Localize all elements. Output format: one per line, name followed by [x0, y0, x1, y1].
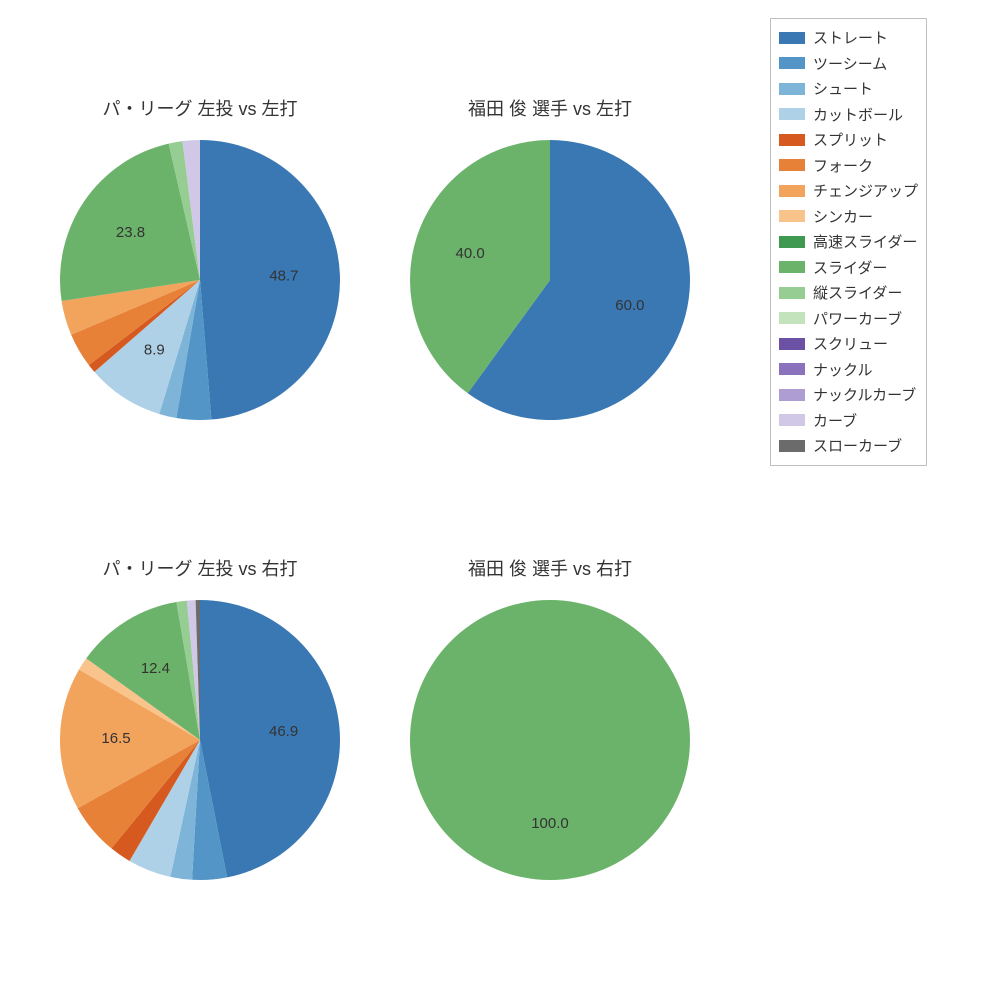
legend-swatch: [779, 159, 805, 171]
legend-item: パワーカーブ: [779, 306, 918, 332]
legend-item: 縦スライダー: [779, 280, 918, 306]
legend-swatch: [779, 312, 805, 324]
legend-label: フォーク: [813, 155, 873, 176]
legend-item: フォーク: [779, 153, 918, 179]
legend-swatch: [779, 108, 805, 120]
legend-item: シンカー: [779, 204, 918, 230]
pie-slice-label: 46.9: [269, 723, 298, 740]
chart-title-bottom-right: 福田 俊 選手 vs 右打: [410, 555, 690, 581]
legend-swatch: [779, 185, 805, 197]
legend-swatch: [779, 363, 805, 375]
legend-label: カットボール: [813, 104, 903, 125]
legend-item: スローカーブ: [779, 433, 918, 459]
legend-swatch: [779, 236, 805, 248]
legend-swatch: [779, 440, 805, 452]
legend-label: ツーシーム: [813, 53, 887, 74]
pie-top-left: 48.7 8.9 23.8: [60, 140, 340, 420]
pie-top-right: 60.0 40.0: [410, 140, 690, 420]
pie-slice-label: 23.8: [116, 224, 145, 241]
legend-item: チェンジアップ: [779, 178, 918, 204]
pie-slice-label: 100.0: [531, 815, 569, 832]
legend-swatch: [779, 414, 805, 426]
legend-label: スクリュー: [813, 333, 888, 354]
legend: ストレートツーシームシュートカットボールスプリットフォークチェンジアップシンカー…: [770, 18, 927, 466]
pie-slice-label: 40.0: [456, 245, 485, 262]
legend-label: スライダー: [813, 257, 887, 278]
legend-label: シュート: [813, 78, 873, 99]
pie-slice-label: 8.9: [144, 341, 165, 358]
legend-item: カットボール: [779, 102, 918, 128]
legend-item: カーブ: [779, 408, 918, 434]
chart-title-top-left: パ・リーグ 左投 vs 左打: [60, 95, 340, 121]
pie-slice-label: 48.7: [269, 268, 298, 285]
legend-label: ストレート: [813, 27, 888, 48]
pie-slice-label: 12.4: [141, 660, 170, 677]
chart-title-top-right: 福田 俊 選手 vs 左打: [410, 95, 690, 121]
legend-label: 高速スライダー: [813, 231, 917, 252]
legend-item: ツーシーム: [779, 51, 918, 77]
legend-swatch: [779, 389, 805, 401]
legend-swatch: [779, 261, 805, 273]
legend-label: スローカーブ: [813, 435, 902, 456]
legend-item: ナックル: [779, 357, 918, 383]
pie-bottom-left: 46.9 16.5 12.4: [60, 600, 340, 880]
legend-swatch: [779, 57, 805, 69]
legend-swatch: [779, 338, 805, 350]
legend-label: チェンジアップ: [813, 180, 918, 201]
pie-slice-label: 16.5: [101, 730, 130, 747]
legend-item: 高速スライダー: [779, 229, 918, 255]
legend-item: ナックルカーブ: [779, 382, 918, 408]
legend-label: カーブ: [813, 410, 857, 431]
legend-label: 縦スライダー: [813, 282, 902, 303]
legend-label: ナックル: [813, 359, 873, 380]
chart-grid: パ・リーグ 左投 vs 左打 福田 俊 選手 vs 左打 パ・リーグ 左投 vs…: [0, 0, 1000, 1000]
legend-label: スプリット: [813, 129, 888, 150]
legend-item: シュート: [779, 76, 918, 102]
legend-label: パワーカーブ: [813, 308, 902, 329]
pie-slice: [410, 600, 690, 880]
legend-swatch: [779, 134, 805, 146]
legend-item: スライダー: [779, 255, 918, 281]
legend-item: ストレート: [779, 25, 918, 51]
legend-swatch: [779, 32, 805, 44]
legend-swatch: [779, 287, 805, 299]
legend-swatch: [779, 83, 805, 95]
legend-item: スクリュー: [779, 331, 918, 357]
pie-bottom-right: 100.0: [410, 600, 690, 880]
chart-title-bottom-left: パ・リーグ 左投 vs 右打: [60, 555, 340, 581]
legend-swatch: [779, 210, 805, 222]
pie-slice-label: 60.0: [615, 297, 644, 314]
legend-label: ナックルカーブ: [813, 384, 916, 405]
legend-item: スプリット: [779, 127, 918, 153]
legend-label: シンカー: [813, 206, 873, 227]
